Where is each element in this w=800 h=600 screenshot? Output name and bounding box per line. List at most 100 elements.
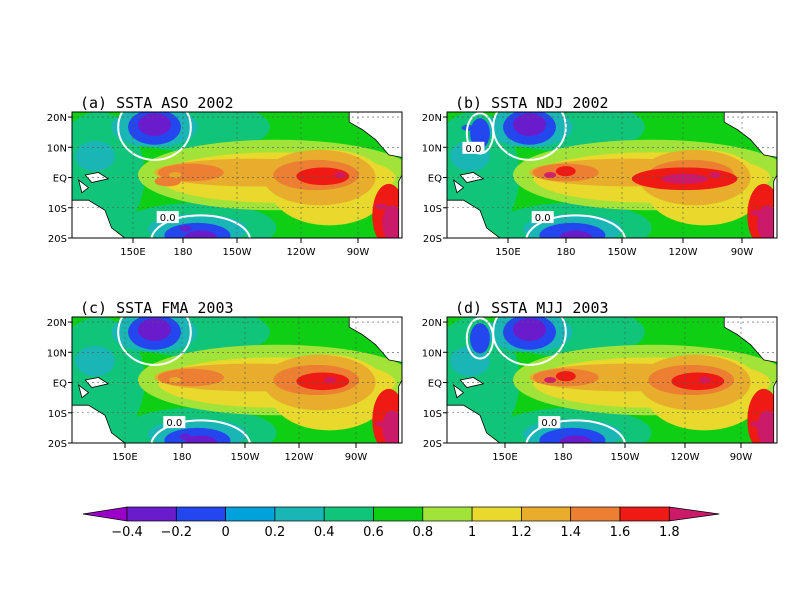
anomaly-region [75, 345, 115, 377]
panel-title: (d) SSTA MJJ 2003 [455, 299, 609, 317]
anomaly-region [470, 323, 490, 354]
anomaly-region [157, 368, 224, 387]
y-tick-label: 10S [423, 204, 442, 215]
zero-contour [117, 112, 192, 161]
feature-mark [750, 421, 763, 428]
y-tick-label: 20N [47, 318, 67, 329]
feature-mark [334, 172, 347, 178]
colorbar-segment [471, 506, 522, 522]
colorbar-label: 1 [468, 525, 476, 540]
gridlines [72, 317, 402, 444]
ssta-field [447, 317, 777, 443]
anomaly-region [382, 410, 402, 443]
anomaly-region [555, 371, 576, 382]
feature-mark [375, 421, 388, 428]
contour-label: 0.0 [465, 144, 481, 155]
feature-mark [169, 377, 182, 383]
feature-mark [709, 172, 722, 178]
panel-c: (c) SSTA FMA 2003 150E 180 150W 120W 90W 20N 10… [47, 299, 403, 463]
anomaly-region [138, 113, 171, 136]
x-tick-label: 150E [495, 247, 520, 258]
colorbar-segment [126, 506, 177, 522]
colorbar-label: 1.2 [511, 525, 532, 540]
contour-label: 0.0 [535, 213, 551, 224]
colorbar-segment [225, 506, 276, 522]
feature-mark [554, 225, 567, 232]
y-tick-label: 20S [48, 234, 67, 245]
panel-title: (a) SSTA ASO 2002 [80, 94, 234, 112]
anomaly-region [661, 173, 708, 184]
colorbar-label: 0.4 [314, 525, 335, 540]
y-tick-label: EQ [53, 174, 67, 185]
feature-mark [179, 225, 192, 232]
y-tick-label: 10S [48, 409, 67, 420]
y-tick-label: EQ [53, 379, 67, 390]
y-tick-label: 20S [423, 439, 442, 450]
anomaly-region [513, 113, 546, 136]
colorbar-label: 1.6 [610, 525, 631, 540]
y-tick-label: 20N [422, 113, 442, 124]
anomaly-region [75, 140, 115, 172]
y-tick-label: 10N [422, 143, 442, 154]
panel-title: (b) SSTA NDJ 2002 [455, 94, 609, 112]
land-mask [447, 317, 777, 443]
zero-contour [150, 419, 251, 443]
colorbar-segment [619, 506, 670, 522]
panel-d: (d) SSTA MJJ 2003 150E 180 150W 120W 90W 20N 10… [422, 299, 778, 463]
panel-frame [71, 316, 403, 444]
y-tick-label: 10N [47, 143, 67, 154]
anomaly-region [559, 435, 593, 443]
feature-mark [375, 203, 388, 210]
x-tick-label: 150E [112, 452, 137, 463]
feature-mark [148, 124, 161, 131]
x-tick-label: 120W [287, 247, 316, 258]
anomaly-region [296, 372, 350, 391]
anomaly-region [671, 372, 725, 391]
x-tick-label: 90W [347, 247, 370, 258]
x-tick-label: 180 [556, 247, 575, 258]
x-tick-label: 150W [611, 452, 640, 463]
feature-mark [698, 377, 711, 383]
x-tick-label: 120W [669, 247, 698, 258]
x-tick-label: 150W [231, 452, 260, 463]
zero-contour [465, 317, 495, 360]
contour-label: 0.0 [166, 418, 182, 429]
feature-mark [523, 329, 536, 336]
land-mask [72, 112, 402, 238]
colorbar-segment [175, 506, 226, 522]
colorbar-extend-high [668, 506, 720, 522]
feature-mark [471, 339, 484, 346]
anomaly-region [470, 118, 490, 149]
colorbar-label: 0.2 [265, 525, 286, 540]
y-tick-label: 20N [422, 318, 442, 329]
x-tick-label: 180 [173, 247, 192, 258]
colorbar-extend-low [82, 506, 128, 522]
colorbar-label: 0 [221, 525, 229, 540]
y-tick-label: EQ [428, 174, 442, 185]
contour-label: 0.0 [160, 213, 176, 224]
anomaly-region [382, 205, 402, 238]
x-tick-label: 90W [731, 247, 754, 258]
panel-b: (b) SSTA NDJ 2002 150E 180 150W 120W 90W 20N 10… [422, 94, 778, 258]
anomaly-region [184, 230, 218, 238]
ssta-field [447, 112, 777, 238]
feature-mark [544, 172, 557, 178]
colorbar-segment [373, 506, 424, 522]
zero-contour [525, 214, 626, 238]
colorbar-label: −0.4 [111, 525, 143, 540]
contour-label: 0.0 [541, 418, 557, 429]
x-tick-label: 180 [172, 452, 191, 463]
colorbar: −0.4 −0.2 0 0.2 0.4 0.6 0.8 1 1.2 1.4 1.6 1.8 [82, 506, 720, 540]
colorbar-label: −0.2 [161, 525, 193, 540]
panel-a: (a) SSTA ASO 2002 150E 180 150W 120W 90W 20N 10… [47, 94, 403, 258]
y-tick-label: 10N [422, 348, 442, 359]
panel-title: (c) SSTA FMA 2003 [80, 299, 234, 317]
x-tick-label: 120W [285, 452, 314, 463]
y-tick-label: 10S [48, 204, 67, 215]
colorbar-segment [323, 506, 374, 522]
y-tick-label: 10N [47, 348, 67, 359]
colorbar-segment [521, 506, 572, 522]
feature-mark [750, 209, 763, 216]
feature-mark [179, 433, 192, 440]
ssta-field [72, 317, 402, 443]
